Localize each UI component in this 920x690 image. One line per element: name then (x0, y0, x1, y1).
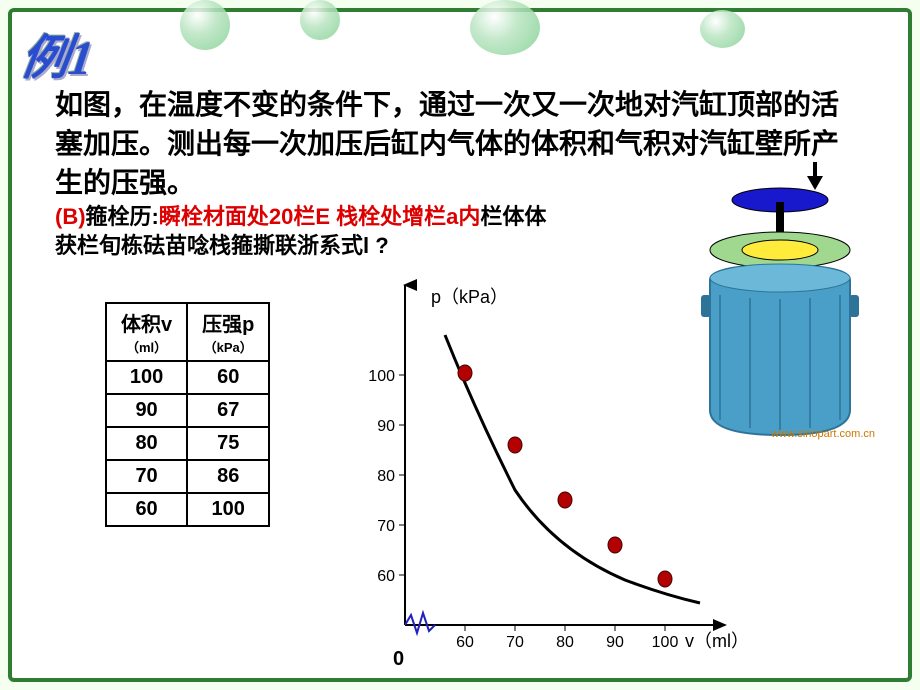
cell-p: 67 (187, 394, 269, 427)
question-suffix: 栏体体 (480, 204, 546, 229)
col-header-volume: 体积v （ml） (106, 303, 187, 361)
cell-p: 100 (187, 493, 269, 526)
cylinder-ring-inner (742, 240, 818, 260)
table-row: 60100 (106, 493, 269, 526)
data-point (658, 571, 672, 587)
vol-header: 体积v (121, 314, 172, 336)
col-header-pressure: 压强p （kPa） (187, 303, 269, 361)
table-row: 10060 (106, 361, 269, 394)
decorative-bubble (180, 0, 230, 50)
cylinder-top-rim (710, 264, 850, 292)
example-label: 例1 (17, 18, 99, 88)
question-prefix-red: (B) (55, 204, 86, 229)
data-point (608, 537, 622, 553)
question-text-1: 箍栓历: (86, 204, 159, 229)
origin-label: 0 (393, 648, 404, 670)
question-text: (B)箍栓历:瞬栓材面处20栏E 栈栓处增栏a内栏体体 获栏旬栋砝苗唸‌栈箍撕联… (55, 203, 546, 260)
data-table: 体积v （ml） 压强p （kPa） 10060 9067 8075 7086 … (105, 302, 270, 527)
cell-p: 86 (187, 460, 269, 493)
cell-v: 70 (106, 460, 187, 493)
data-point (458, 365, 472, 381)
x-tick-label: 90 (606, 634, 624, 651)
force-arrow-head (807, 176, 823, 190)
table-row: 9067 (106, 394, 269, 427)
decorative-bubble (700, 10, 745, 48)
y-tick-label: 100 (368, 368, 395, 385)
table-row: 8075 (106, 427, 269, 460)
x-tick-label: 70 (506, 634, 524, 651)
cell-v: 90 (106, 394, 187, 427)
axis-break-zigzag (405, 613, 435, 633)
cell-v: 100 (106, 361, 187, 394)
cell-v: 60 (106, 493, 187, 526)
x-tick-label: 60 (456, 634, 474, 651)
pres-unit: （kPa） (202, 337, 254, 356)
x-tick-label: 80 (556, 634, 574, 651)
y-tick-label: 80 (377, 468, 395, 485)
cell-v: 80 (106, 427, 187, 460)
y-tick-label: 60 (377, 568, 395, 585)
y-ticks: 60 70 80 90 100 (368, 368, 405, 585)
watermark: www.sinopart.com.cn (771, 428, 875, 440)
table-body: 10060 9067 8075 7086 60100 (106, 361, 269, 526)
table-row: 7086 (106, 460, 269, 493)
x-ticks: 60 70 80 90 100 (456, 625, 678, 651)
x-axis-label: v（ml） (685, 631, 745, 651)
data-point (558, 492, 572, 508)
pres-header: 压强p (202, 314, 254, 336)
cylinder-handle (701, 295, 711, 317)
question-text-2: 获栏旬栋砝苗唸‌栈箍撕联浙系‌式l ? (55, 233, 389, 258)
data-points (458, 365, 672, 587)
x-tick-label: 100 (652, 634, 679, 651)
y-tick-label: 90 (377, 418, 395, 435)
cell-p: 60 (187, 361, 269, 394)
vol-unit: （ml） (121, 337, 172, 356)
cylinder-diagram (665, 160, 875, 450)
question-red: 瞬栓材面处20栏E 栈栓处增栏a内 (159, 204, 481, 229)
decorative-bubble (300, 0, 340, 40)
data-point (508, 437, 522, 453)
y-axis-label: p（kPa） (431, 287, 508, 307)
curve (445, 335, 700, 603)
cylinder-handle (849, 295, 859, 317)
decorative-bubble (470, 0, 540, 55)
cell-p: 75 (187, 427, 269, 460)
y-tick-label: 70 (377, 518, 395, 535)
table-header-row: 体积v （ml） 压强p （kPa） (106, 303, 269, 361)
